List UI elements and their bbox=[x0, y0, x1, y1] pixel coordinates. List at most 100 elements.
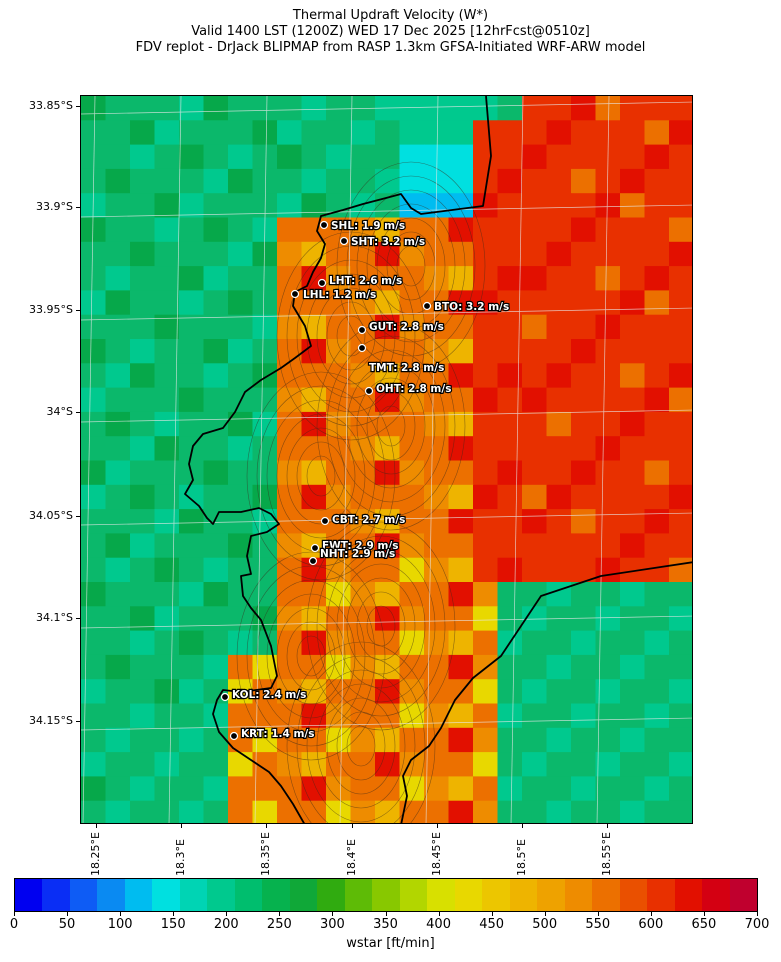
station-label-shl: SHL: 1.9 m/s bbox=[331, 220, 405, 232]
colorbar-swatch bbox=[207, 879, 235, 911]
coastline bbox=[184, 96, 692, 823]
colorbar-swatch bbox=[42, 879, 70, 911]
lon-tick bbox=[607, 824, 608, 828]
lon-tick-label: 18.55°E bbox=[600, 832, 613, 876]
colorbar-swatch bbox=[124, 879, 153, 911]
lat-tick bbox=[76, 721, 80, 722]
colorbar-tick-label: 700 bbox=[744, 917, 770, 932]
station-label-lhl: LHL: 1.2 m/s bbox=[303, 289, 376, 301]
station-label-nht: NHT: 2.9 m/s bbox=[320, 548, 395, 560]
colorbar-swatch bbox=[674, 879, 703, 911]
colorbar-tick-label: 200 bbox=[213, 917, 239, 932]
lat-tick-label: 33.85°S bbox=[29, 99, 73, 112]
wstar-grid bbox=[81, 96, 692, 823]
colorbar-swatch bbox=[592, 879, 620, 911]
lon-tick-label: 18.3°E bbox=[174, 839, 187, 876]
lat-tick bbox=[76, 412, 80, 413]
colorbar-tick bbox=[385, 912, 387, 916]
station-label-oht: OHT: 2.8 m/s bbox=[376, 383, 451, 395]
station-marker-oht bbox=[364, 386, 374, 396]
lat-tick-label: 34.15°S bbox=[29, 714, 73, 727]
lon-tick bbox=[522, 824, 523, 828]
colorbar-swatch bbox=[372, 879, 400, 911]
colorbar-tick-label: 650 bbox=[691, 917, 717, 932]
colorbar-tick bbox=[226, 912, 228, 916]
colorbar-swatch bbox=[619, 879, 648, 911]
colorbar-tick bbox=[120, 912, 122, 916]
station-label-bto: BTO: 3.2 m/s bbox=[434, 301, 509, 313]
colorbar-swatch bbox=[262, 879, 290, 911]
map-panel[interactable]: SHL: 1.9 m/s SHT: 3.2 m/s LHT: 2.6 m/s LHL:… bbox=[80, 95, 693, 824]
lon-tick bbox=[437, 824, 438, 828]
title-line-3: FDV replot - DrJack BLIPMAP from RASP 1.… bbox=[135, 40, 646, 55]
colorbar-tick bbox=[279, 912, 281, 916]
terrain-contours bbox=[236, 161, 486, 823]
station-label-krt: KRT: 1.4 m/s bbox=[241, 728, 314, 740]
colorbar-tick bbox=[757, 912, 758, 916]
colorbar-swatch bbox=[15, 879, 43, 911]
colorbar-swatch bbox=[152, 879, 180, 911]
lat-tick bbox=[76, 618, 80, 619]
colorbar-swatch bbox=[729, 879, 758, 911]
station-label-sht: SHT: 3.2 m/s bbox=[351, 236, 425, 248]
colorbar-tick-label: 0 bbox=[9, 917, 19, 932]
colorbar-swatch bbox=[344, 879, 373, 911]
map-canvas[interactable]: SHL: 1.9 m/s SHT: 3.2 m/s LHT: 2.6 m/s LHL:… bbox=[81, 96, 693, 824]
colorbar-tick-label: 400 bbox=[426, 917, 451, 932]
lat-tick bbox=[76, 207, 80, 208]
station-label-tmt: TMT: 2.8 m/s bbox=[369, 362, 444, 374]
station-marker-lht bbox=[317, 278, 327, 288]
colorbar-swatch bbox=[454, 879, 483, 911]
station-marker-cbt bbox=[320, 516, 330, 526]
colorbar-tick-label: 350 bbox=[373, 917, 398, 932]
colorbar-tick bbox=[703, 912, 705, 916]
colorbar-tick-label: 600 bbox=[638, 917, 664, 932]
lat-tick-label: 34.1°S bbox=[36, 611, 73, 624]
colorbar-tick-label: 100 bbox=[107, 917, 133, 932]
station-label-fwt: FWT: 2.9 m/s bbox=[322, 540, 398, 552]
colorbar-tick bbox=[438, 912, 440, 916]
colorbar-swatch bbox=[317, 879, 345, 911]
colorbar-swatch bbox=[427, 879, 455, 911]
colorbar-swatch bbox=[702, 879, 730, 911]
colorbar-swatch bbox=[647, 879, 675, 911]
lon-tick-label: 18.25°E bbox=[89, 832, 102, 876]
colorbar-swatch bbox=[482, 879, 510, 911]
lat-tick-label: 33.9°S bbox=[36, 200, 73, 213]
station-marker-tmt bbox=[357, 343, 367, 353]
station-marker-kol bbox=[220, 692, 230, 702]
colorbar bbox=[14, 878, 758, 912]
colorbar-tick-label: 150 bbox=[160, 917, 186, 932]
colorbar-swatch bbox=[564, 879, 593, 911]
lat-tick-label: 34.05°S bbox=[29, 509, 73, 522]
lon-tick bbox=[96, 824, 97, 828]
station-label-cbt: CBT: 2.7 m/s bbox=[332, 514, 405, 526]
colorbar-tick bbox=[544, 912, 546, 916]
colorbar-label: wstar [ft/min] bbox=[346, 936, 435, 951]
lon-tick bbox=[266, 824, 267, 828]
station-marker-krt bbox=[229, 731, 239, 741]
colorbar-swatch bbox=[537, 879, 565, 911]
colorbar-tick-label: 450 bbox=[479, 917, 505, 932]
colorbar-tick bbox=[597, 912, 599, 916]
lon-tick bbox=[181, 824, 182, 828]
colorbar-tick-label: 50 bbox=[58, 917, 76, 932]
colorbar-swatch bbox=[234, 879, 263, 911]
title-line-1: Thermal Updraft Velocity (W*) bbox=[292, 8, 489, 23]
lon-tick-label: 18.45°E bbox=[430, 832, 443, 876]
colorbar-tick-label: 550 bbox=[585, 917, 611, 932]
colorbar-tick-label: 500 bbox=[532, 917, 558, 932]
lon-tick-label: 18.4°E bbox=[345, 839, 358, 876]
coast-east-boundary bbox=[400, 561, 692, 823]
station-label-gut: GUT: 2.8 m/s bbox=[369, 321, 444, 333]
lon-tick bbox=[352, 824, 353, 828]
colorbar-tick-label: 250 bbox=[266, 917, 292, 932]
title-line-2: Valid 1400 LST (1200Z) WED 17 Dec 2025 [… bbox=[191, 24, 590, 39]
station-markers: SHL: 1.9 m/s SHT: 3.2 m/s LHT: 2.6 m/s LHL:… bbox=[220, 219, 510, 741]
colorbar-tick bbox=[173, 912, 175, 916]
station-marker-fwt bbox=[310, 543, 320, 553]
colorbar-swatch bbox=[97, 879, 125, 911]
lat-tick bbox=[76, 516, 80, 517]
colorbar-tick bbox=[650, 912, 652, 916]
colorbar-tick-label: 300 bbox=[320, 917, 345, 932]
